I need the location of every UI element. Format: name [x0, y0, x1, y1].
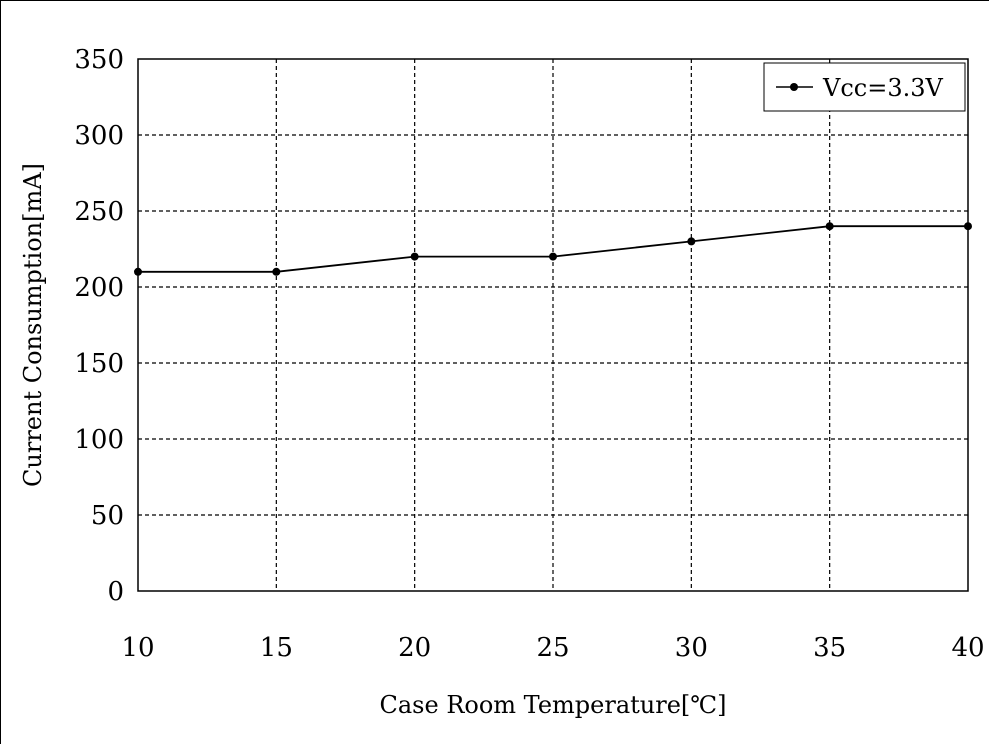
data-point — [410, 252, 419, 261]
x-tick-labels: 10 15 20 25 30 35 40 — [121, 633, 984, 663]
x-tick-label: 15 — [260, 633, 293, 663]
grid-lines — [138, 59, 968, 591]
data-point — [272, 267, 281, 276]
y-tick-label: 200 — [74, 273, 124, 303]
data-point — [964, 222, 972, 231]
plot-area — [137, 58, 969, 592]
y-tick-label: 150 — [74, 349, 124, 379]
data-point — [134, 267, 142, 276]
x-tick-label: 35 — [813, 633, 846, 663]
x-tick-label: 10 — [121, 633, 154, 663]
x-tick-label: 25 — [536, 633, 569, 663]
legend-marker — [790, 83, 798, 91]
data-point — [549, 252, 557, 261]
x-axis-label: Case Room Temperature[℃] — [380, 691, 727, 719]
y-tick-labels: 0 50 100 150 200 250 300 350 — [74, 45, 124, 607]
y-tick-label: 350 — [74, 45, 124, 75]
y-tick-label: 300 — [74, 121, 124, 151]
legend: Vcc=3.3V — [763, 62, 966, 112]
y-tick-label: 0 — [107, 577, 124, 607]
y-tick-label: 50 — [91, 501, 124, 531]
data-point — [825, 222, 834, 231]
x-tick-label: 40 — [951, 633, 984, 663]
y-tick-label: 100 — [74, 425, 124, 455]
series-layer — [134, 222, 972, 276]
y-axis-label: Current Consumption[mA] — [19, 163, 47, 487]
x-tick-label: 30 — [675, 633, 708, 663]
legend-label-vcc: Vcc=3.3V — [822, 74, 943, 102]
x-tick-label: 20 — [398, 633, 431, 663]
data-point — [687, 237, 696, 246]
y-tick-label: 250 — [74, 197, 124, 227]
